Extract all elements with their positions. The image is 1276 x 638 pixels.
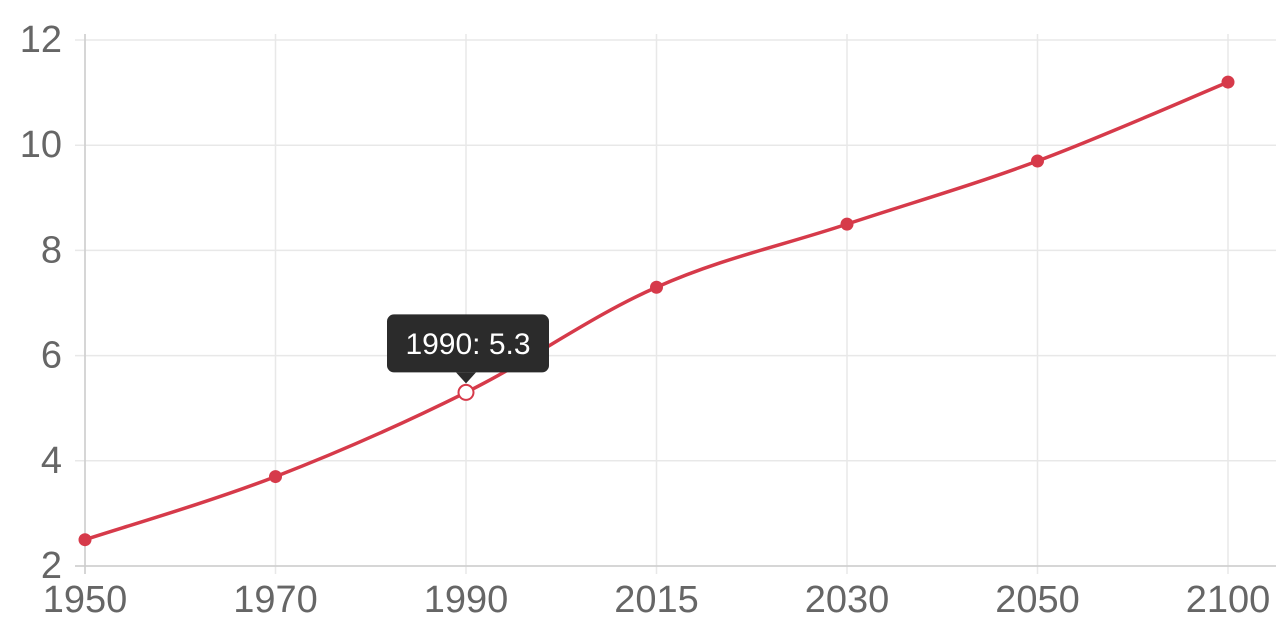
x-tick-label: 1990 — [424, 579, 509, 621]
x-axis-ticks: 1950 1970 1990 2015 2030 2050 2100 — [43, 579, 1271, 621]
y-tick-label: 10 — [20, 124, 62, 166]
data-point[interactable] — [840, 217, 854, 231]
x-tick-label: 2030 — [805, 579, 890, 621]
data-point[interactable] — [269, 470, 282, 484]
y-tick-label: 8 — [41, 229, 62, 271]
x-tick-label: 2100 — [1186, 579, 1271, 621]
grid-lines — [75, 34, 1276, 574]
tooltip: 1990: 5.3 — [387, 314, 549, 384]
y-tick-label: 4 — [41, 440, 62, 482]
data-point[interactable] — [650, 280, 663, 294]
y-tick-label: 6 — [41, 335, 62, 377]
x-tick-label: 2015 — [614, 579, 699, 621]
axes — [75, 34, 1276, 574]
y-tick-label: 12 — [20, 19, 62, 61]
x-tick-label: 2050 — [995, 579, 1080, 621]
tooltip-caret — [456, 372, 476, 384]
y-axis-ticks: 2 4 6 8 10 12 — [20, 19, 62, 587]
data-points[interactable] — [78, 75, 1235, 547]
tooltip-box — [387, 314, 549, 373]
data-point[interactable] — [1221, 75, 1235, 89]
data-point[interactable] — [457, 383, 475, 401]
y-tick-label: 2 — [41, 545, 62, 587]
x-tick-label: 1950 — [43, 579, 128, 621]
data-point[interactable] — [1031, 154, 1044, 168]
data-point[interactable] — [78, 533, 92, 547]
x-tick-label: 1970 — [233, 579, 318, 621]
tooltip-text: 1990: 5.3 — [405, 328, 530, 361]
